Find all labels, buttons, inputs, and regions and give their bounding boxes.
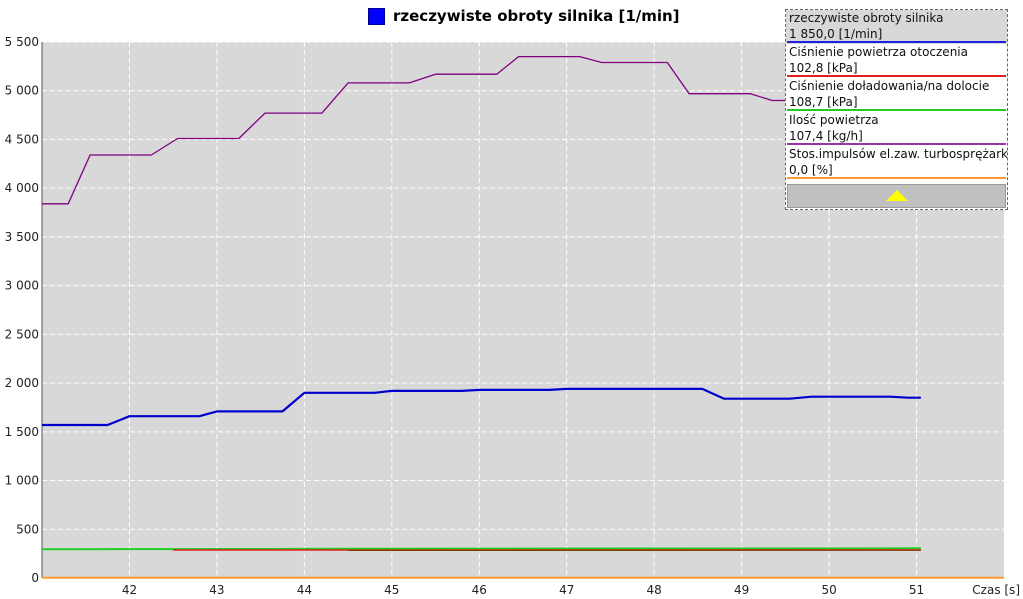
legend-item-value: 0,0 [%]: [789, 163, 833, 177]
x-tick-label: 42: [122, 583, 137, 597]
legend-color-line: [787, 143, 1006, 145]
y-tick-label: 5 000: [5, 84, 39, 98]
legend-color-line: [787, 75, 1006, 77]
x-tick-label: 47: [559, 583, 574, 597]
legend-color-line: [787, 177, 1006, 179]
legend-item-value: 1 850,0 [1/min]: [789, 27, 883, 41]
legend-item[interactable]: Ciśnienie powietrza otoczenia 102,8 [kPa…: [786, 44, 1007, 78]
y-tick-label: 0: [31, 571, 39, 585]
legend-item[interactable]: rzeczywiste obroty silnika 1 850,0 [1/mi…: [786, 10, 1007, 44]
x-tick-label: 46: [472, 583, 487, 597]
legend-color-line: [787, 109, 1006, 111]
y-tick-label: 1 500: [5, 425, 39, 439]
series-line: [41, 547, 921, 551]
legend: rzeczywiste obroty silnika 1 850,0 [1/mi…: [785, 9, 1008, 210]
x-tick-label: 43: [209, 583, 224, 597]
legend-item[interactable]: Ilość powietrza 107,4 [kg/h]: [786, 112, 1007, 146]
axes: 0 500 1 000 1 500 2 000 2 500 3 000 3 500 4 000 4…: [5, 35, 1004, 597]
legend-item-name: Ciśnienie doładowania/na dolocie: [789, 79, 990, 93]
legend-item-value: 108,7 [kPa]: [789, 95, 858, 109]
x-axis-label: Czas [s]: [972, 583, 1020, 597]
y-tick-label: 3 000: [5, 279, 39, 293]
x-tick-label: 50: [821, 583, 836, 597]
triangle-up-icon: [885, 190, 908, 201]
legend-item-name: Ilość powietrza: [789, 113, 879, 127]
legend-item-value: 102,8 [kPa]: [789, 61, 858, 75]
y-tick-label: 2 000: [5, 376, 39, 390]
y-tick-label: 1 000: [5, 474, 39, 488]
legend-item[interactable]: Stos.impulsów el.zaw. turbosprężarki 0,0…: [786, 146, 1007, 180]
legend-color-line: [787, 41, 1006, 43]
y-tick-label: 4 000: [5, 181, 39, 195]
x-tick-label: 48: [647, 583, 662, 597]
chart-title: rzeczywiste obroty silnika [1/min]: [368, 5, 680, 27]
y-tick-label: 5 500: [5, 35, 39, 49]
y-tick-label: 3 500: [5, 230, 39, 244]
legend-item-name: Ciśnienie powietrza otoczenia: [789, 45, 968, 59]
x-tick-label: 45: [384, 583, 399, 597]
y-tick-label: 4 500: [5, 132, 39, 146]
chart-title-text: rzeczywiste obroty silnika [1/min]: [393, 7, 680, 25]
series-line: [42, 387, 921, 427]
legend-item-name: Stos.impulsów el.zaw. turbosprężarki: [789, 147, 1007, 161]
x-tick-label: 51: [909, 583, 924, 597]
legend-item[interactable]: Ciśnienie doładowania/na dolocie 108,7 […: [786, 78, 1007, 112]
x-tick-label: 49: [734, 583, 749, 597]
legend-item-value: 107,4 [kg/h]: [789, 129, 863, 143]
y-tick-label: 500: [16, 522, 39, 536]
series-layer: [41, 55, 1004, 579]
title-swatch: [368, 7, 385, 25]
series-line: [42, 55, 790, 205]
x-tick-label: 44: [297, 583, 312, 597]
y-tick-label: 2 500: [5, 327, 39, 341]
legend-scroll-button[interactable]: [787, 184, 1006, 208]
legend-item-name: rzeczywiste obroty silnika: [789, 11, 944, 25]
